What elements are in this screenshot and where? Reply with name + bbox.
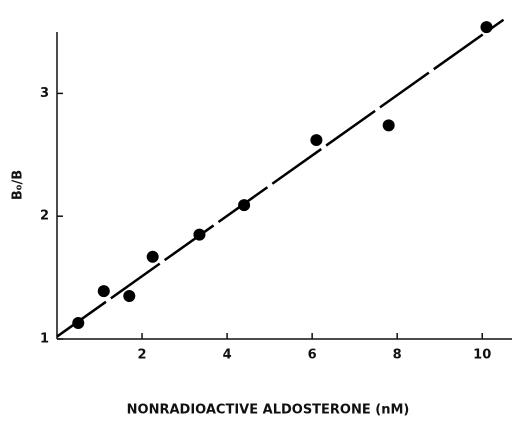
y-tick-label: 3 bbox=[40, 86, 49, 101]
x-tick-label: 6 bbox=[308, 348, 317, 363]
x-tick-label: 10 bbox=[473, 348, 491, 363]
data-point bbox=[72, 317, 85, 330]
data-point bbox=[382, 119, 395, 132]
data-point bbox=[97, 285, 110, 298]
data-point bbox=[123, 290, 136, 303]
x-tick-label: 8 bbox=[393, 348, 402, 363]
x-tick-label: 2 bbox=[138, 348, 147, 363]
data-point bbox=[238, 199, 251, 212]
y-tick-label: 1 bbox=[40, 332, 49, 347]
x-tick-label: 4 bbox=[223, 348, 232, 363]
y-axis-label: B₀/B bbox=[11, 170, 26, 200]
data-point bbox=[310, 134, 323, 147]
data-point bbox=[480, 21, 493, 34]
data-point bbox=[193, 228, 206, 241]
fit-line bbox=[56, 18, 505, 338]
y-tick-label: 2 bbox=[40, 209, 49, 224]
data-point bbox=[146, 250, 159, 263]
x-axis-label: NONRADIOACTIVE ALDOSTERONE (nM) bbox=[127, 403, 410, 418]
